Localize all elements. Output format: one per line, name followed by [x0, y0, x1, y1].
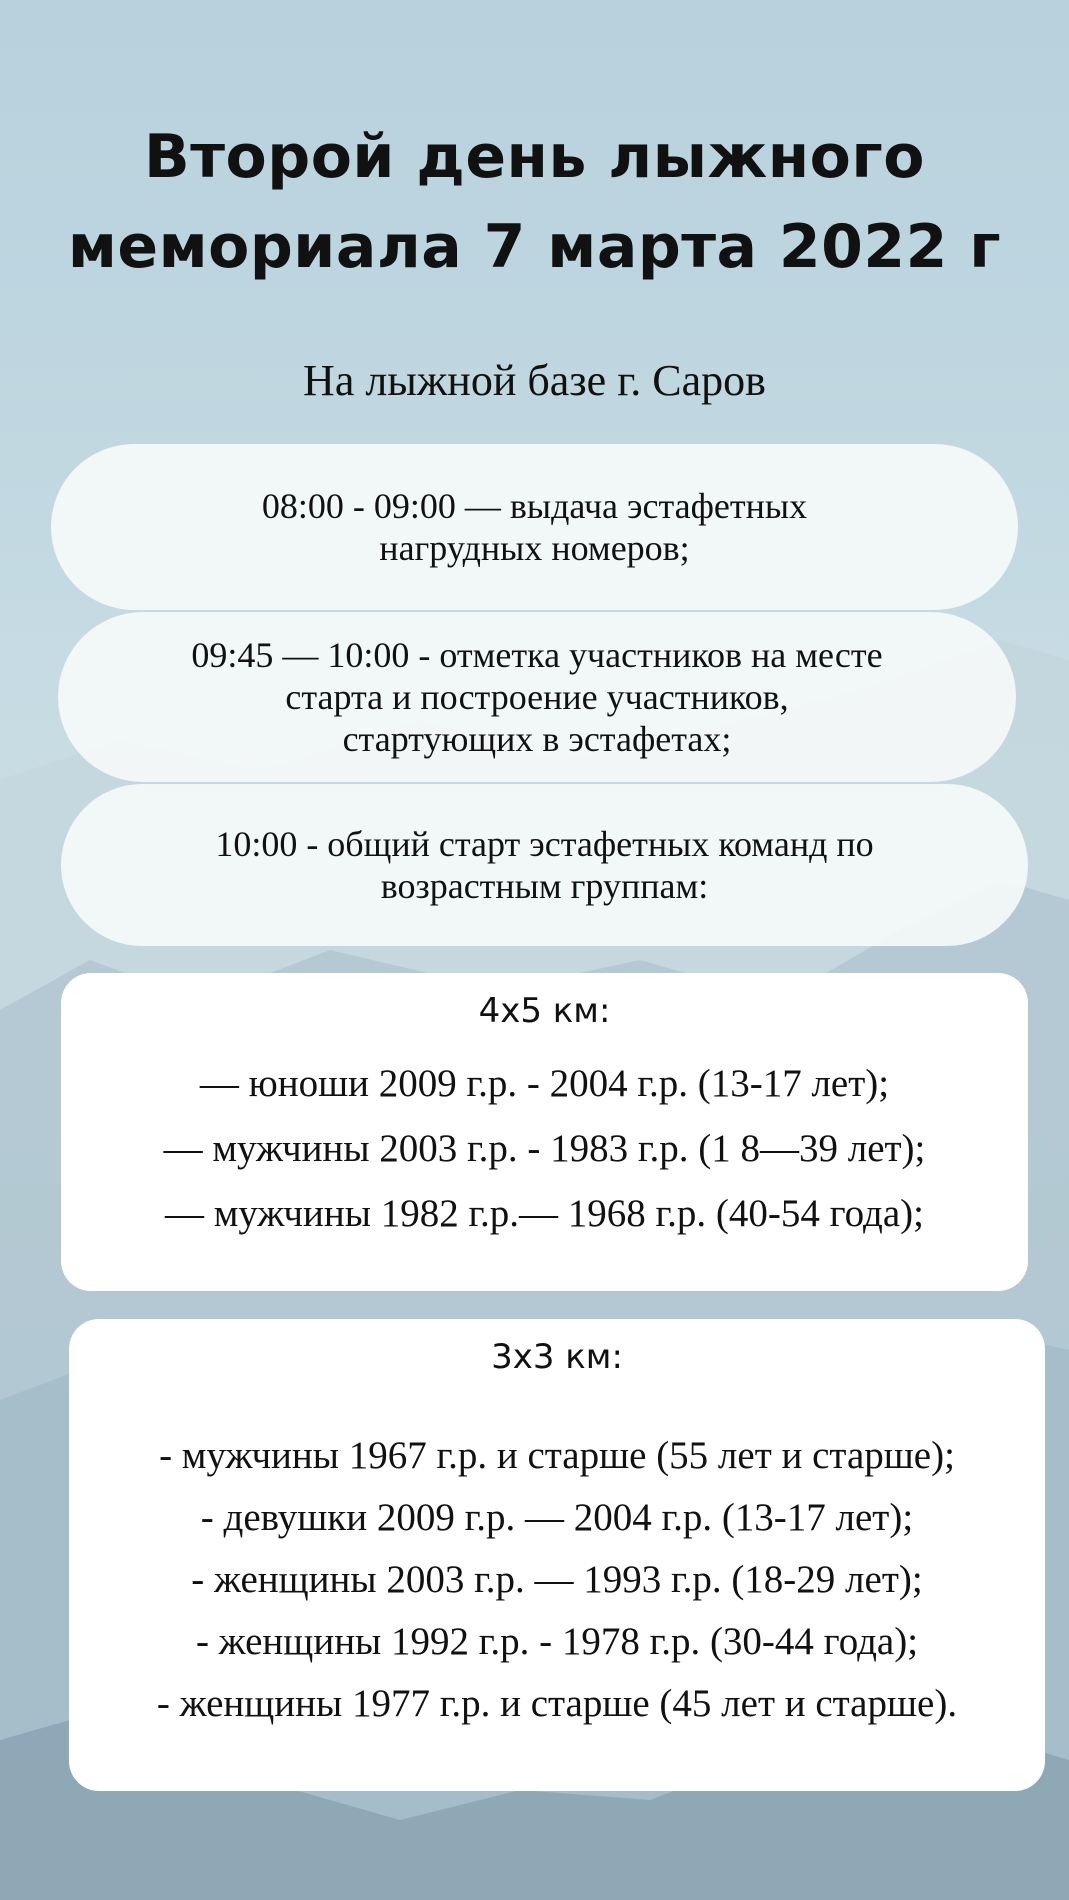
schedule-item-bib-issue: 08:00 - 09:00 — выдача эстафетных нагруд… — [51, 444, 1018, 610]
title-line-2: мемориала 7 марта 2022 г — [67, 212, 1002, 282]
group-item: — юноши 2009 г.р. - 2004 г.р. (13-17 лет… — [199, 1062, 890, 1105]
group-item: - мужчины 1967 г.р. и старше (55 лет и с… — [159, 1434, 955, 1477]
group-item: — мужчины 2003 г.р. - 1983 г.р. (1 8—39 … — [163, 1127, 926, 1170]
schedule-item-start: 10:00 - общий старт эстафетных команд по… — [61, 784, 1028, 946]
schedule-item-registration: 09:45 — 10:00 - отметка участников на ме… — [58, 612, 1016, 782]
location-subtitle: На лыжной базе г. Саров — [303, 356, 766, 405]
title-line-1: Второй день лыжного — [144, 122, 925, 192]
relay-3x3-card: 3х3 км: - мужчины 1967 г.р. и старше (55… — [69, 1319, 1045, 1791]
relay-4x5-heading: 4х5 км: — [478, 991, 611, 1031]
group-item: - женщины 2003 г.р. — 1993 г.р. (18-29 л… — [191, 1558, 923, 1601]
group-item: - женщины 1992 г.р. - 1978 г.р. (30-44 г… — [195, 1620, 919, 1663]
group-item: - девушки 2009 г.р. — 2004 г.р. (13-17 л… — [200, 1496, 914, 1539]
group-item: - женщины 1977 г.р. и старше (45 лет и с… — [156, 1682, 958, 1725]
page-title: Второй день лыжного мемориала 7 марта 20… — [0, 112, 1069, 292]
relay-4x5-card: 4х5 км: — юноши 2009 г.р. - 2004 г.р. (1… — [61, 973, 1028, 1291]
relay-3x3-heading: 3х3 км: — [491, 1337, 623, 1377]
group-item: — мужчины 1982 г.р.— 1968 г.р. (40-54 го… — [165, 1192, 924, 1235]
